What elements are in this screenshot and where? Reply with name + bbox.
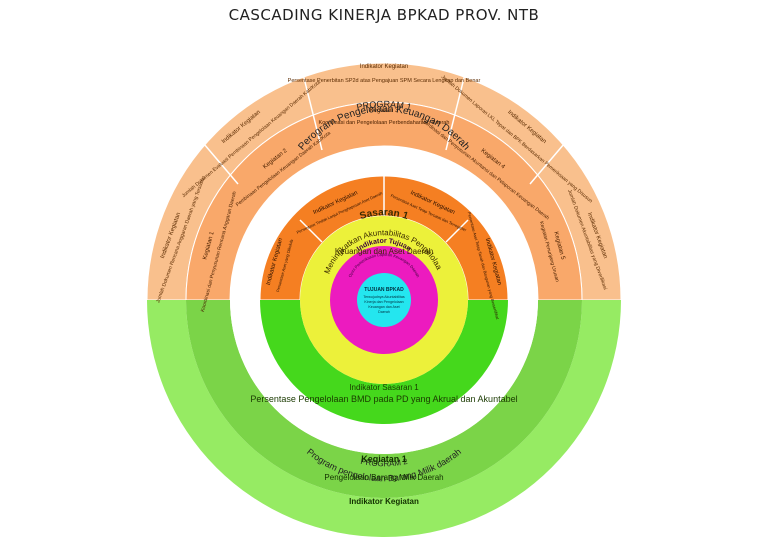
segment-dividers-top (203, 69, 565, 185)
diagram-title: CASCADING KINERJA BPKAD PROV. NTB (228, 6, 540, 24)
center-text-3: Keuangan dan Aset (368, 305, 399, 309)
bottom-kegiatan-label: Kegiatan 1 (361, 454, 407, 464)
center-text-1: Terwujudnya Akuntabilitas (363, 295, 405, 299)
bottom-kegiatan-text: Pengelolaan Barang Milik Daerah (324, 473, 443, 482)
program2-label: PROGRAM 2 (360, 457, 409, 469)
indikator-sasaran-text: Persentase Pengelolaan BMD pada PD yang … (250, 394, 517, 404)
center-disc (357, 273, 411, 327)
kegiatan-ring-bottom (186, 300, 582, 498)
ind-keg-label-3: Indikator Kegiatan (360, 64, 408, 70)
kegiatan-label-3: Kegiatan 3 (370, 108, 399, 114)
center-label: TUJUAN BPKAD (364, 287, 404, 293)
inner-dividers (299, 176, 469, 243)
indikator-sasaran-band (260, 300, 508, 424)
center-text-2: Kinerja dan Pengelolaan (364, 300, 403, 304)
sasaran-label: Sasaran 1 (358, 207, 410, 222)
sasaran-text-2: Keuangan dan Aset Daerah (335, 247, 433, 256)
bottom-indikator-label: Indikator Kegiatan (349, 497, 419, 506)
program1-label: PROGRAM 1 (356, 99, 413, 112)
indikator-sasaran-label: Indikator Sasaran 1 (349, 383, 419, 392)
ind-keg-text-3: Persentase Penerbitan SP2d atas Pengajua… (288, 78, 481, 84)
program2-band (230, 300, 538, 454)
center-text-4: Daerah (378, 310, 390, 314)
outer-ring-bottom (147, 300, 621, 537)
kegiatan-text-3: Koordinasi dan Pengelolaan Perbendaharaa… (319, 120, 450, 126)
program1-band (230, 146, 538, 300)
